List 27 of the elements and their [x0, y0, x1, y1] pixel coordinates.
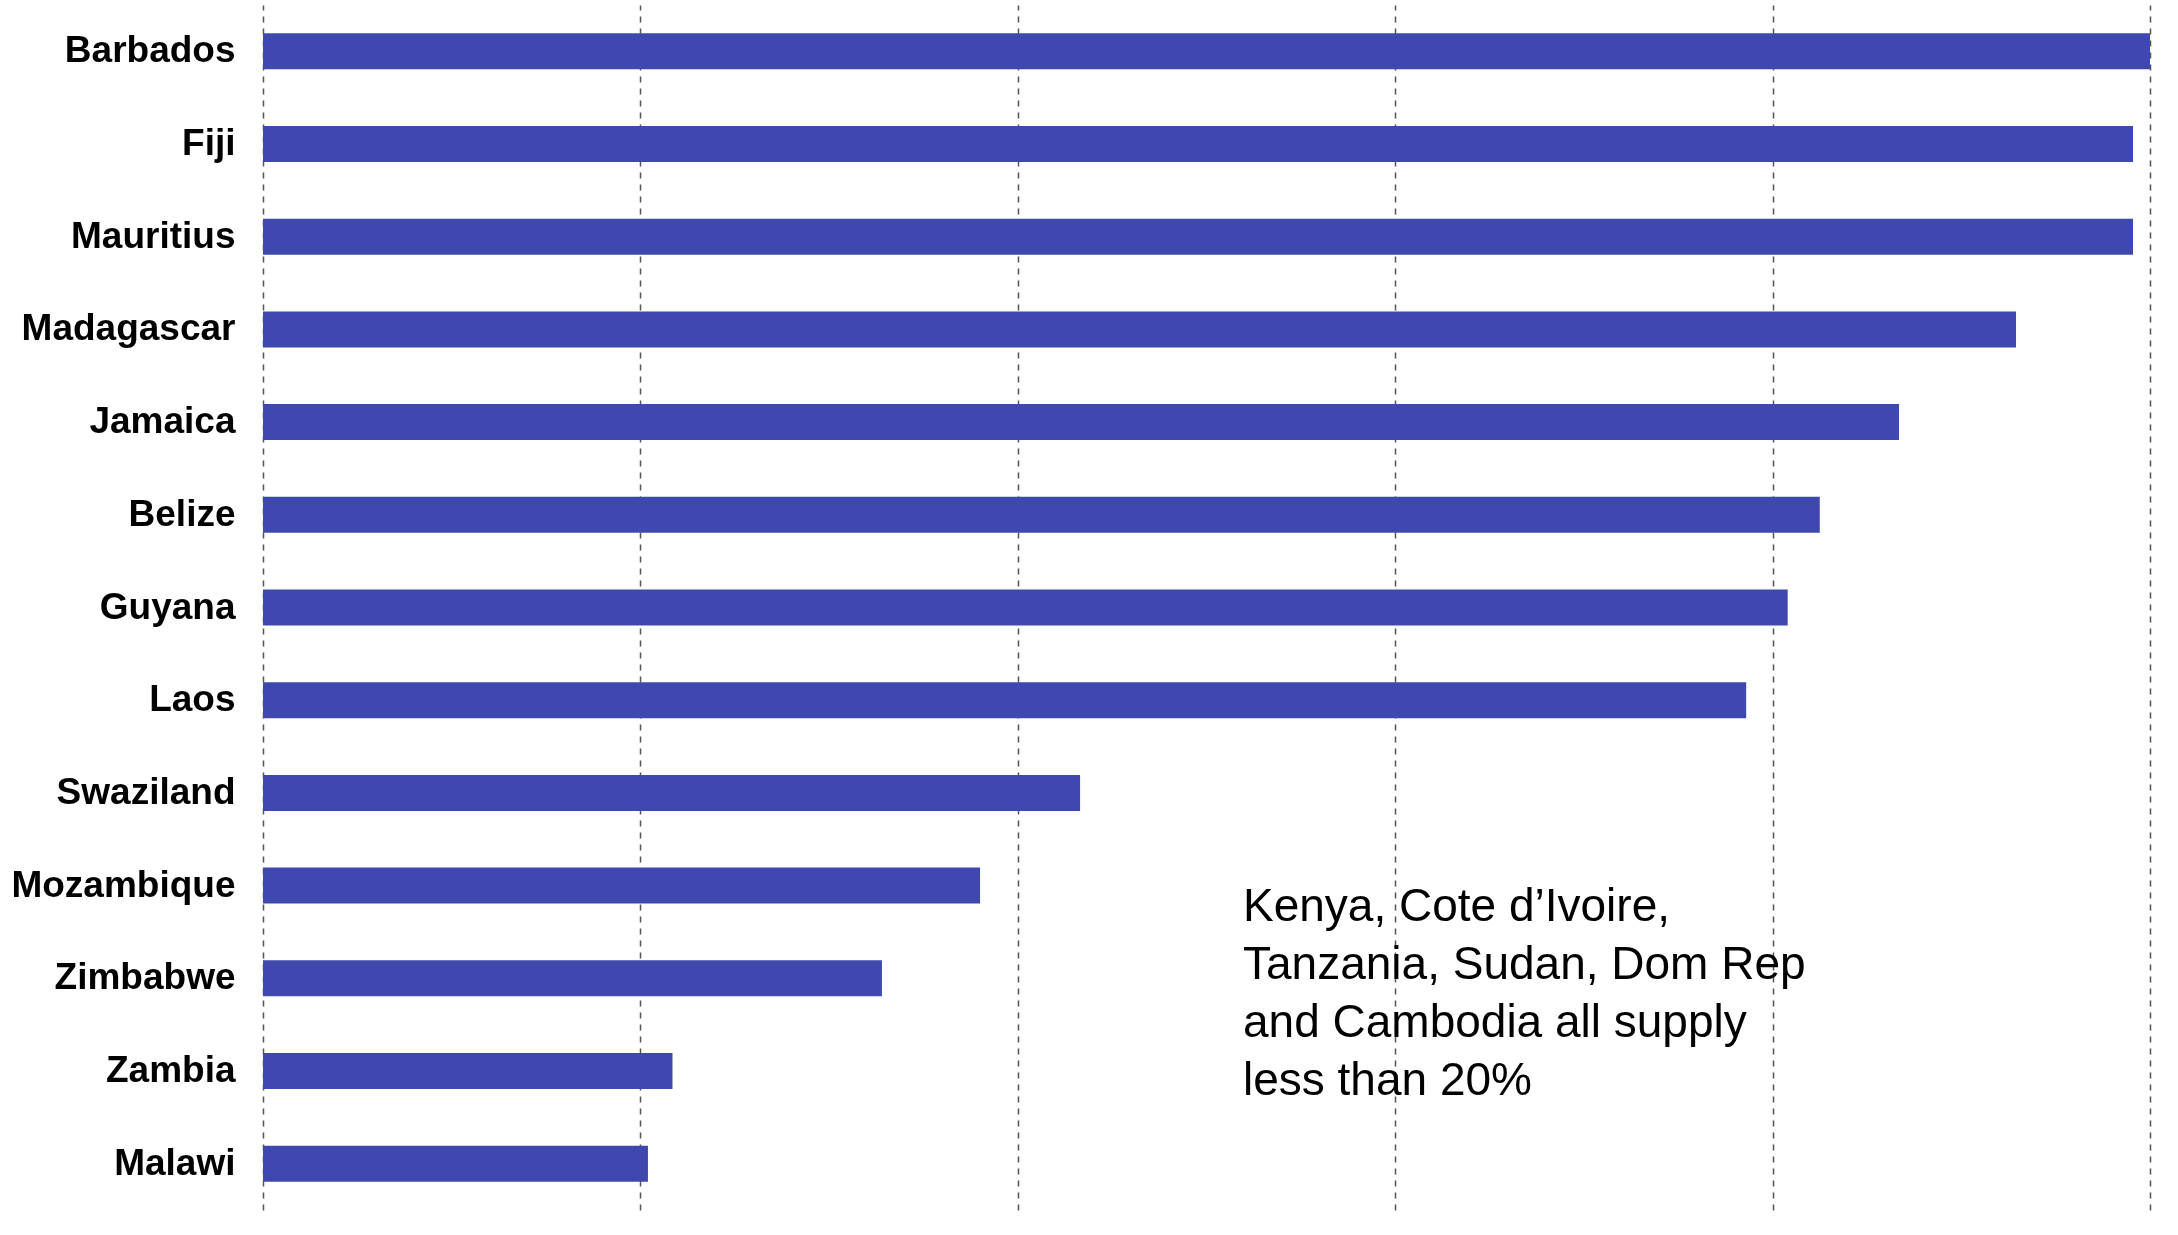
- bar: [263, 311, 2017, 348]
- bar: [263, 218, 2134, 255]
- y-tick-label: Mozambique: [11, 863, 236, 905]
- bar: [263, 496, 1820, 533]
- y-tick-label: Madagascar: [21, 307, 236, 349]
- bar: [263, 682, 1747, 719]
- bar: [263, 1052, 673, 1089]
- y-tick-label: Laos: [149, 678, 236, 720]
- y-tick-label: Mauritius: [71, 214, 236, 256]
- bar: [263, 774, 1081, 811]
- y-tick-label: Jamaica: [89, 400, 236, 442]
- y-tick-label: Malawi: [114, 1141, 236, 1183]
- y-tick-label: Fiji: [182, 122, 236, 164]
- bar: [263, 589, 1788, 626]
- y-tick-label: Swaziland: [56, 770, 236, 812]
- bar: [263, 1145, 648, 1182]
- y-tick-label: Zambia: [105, 1048, 236, 1090]
- bar: [263, 960, 882, 997]
- bar: [263, 126, 2134, 163]
- y-tick-label: Guyana: [99, 585, 236, 627]
- bar: [263, 867, 981, 904]
- y-tick-label: Belize: [128, 492, 236, 534]
- bar: [263, 33, 2150, 70]
- bar: [263, 404, 1900, 441]
- y-tick-label: Zimbabwe: [54, 956, 236, 998]
- annotation: Kenya, Cote d’Ivoire, Tanzania, Sudan, Dom Rep and Cambodia all supply less than 20%: [1243, 879, 1806, 1105]
- y-tick-label: Barbados: [64, 29, 236, 71]
